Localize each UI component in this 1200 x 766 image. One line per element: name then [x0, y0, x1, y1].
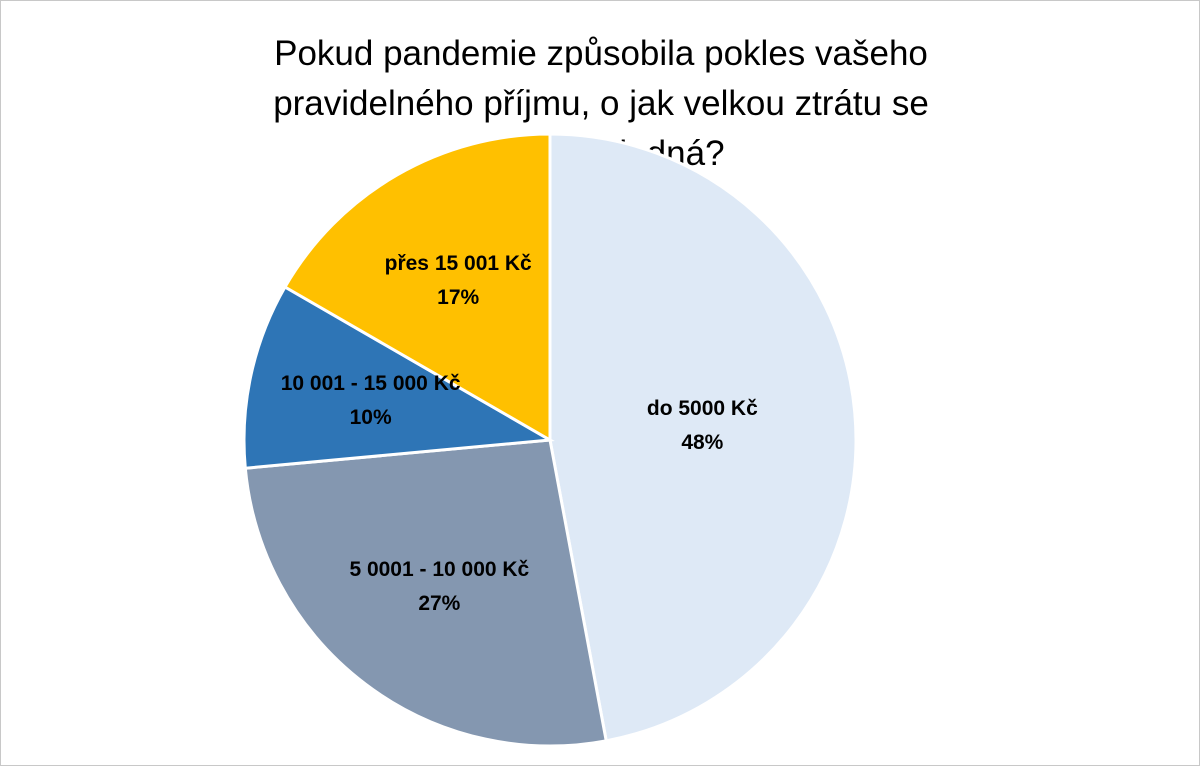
pie-slice	[548, 132, 858, 743]
category-label: přes 15 001 Kč	[384, 251, 532, 275]
pie-slice	[242, 284, 555, 470]
slice-label: do 5000 Kč 48%	[602, 392, 802, 460]
value-label: 48%	[681, 430, 724, 454]
category-label: 10 001 - 15 000 Kč	[280, 371, 461, 395]
value-label: 10%	[349, 405, 392, 429]
pie-slice	[243, 438, 608, 748]
slice-label: 5 0001 - 10 000 Kč 27%	[339, 553, 539, 621]
value-label: 17%	[437, 285, 480, 309]
slice-label: 10 001 - 15 000 Kč 10%	[251, 367, 491, 435]
value-label: 27%	[418, 591, 461, 615]
category-label: 5 0001 - 10 000 Kč	[349, 557, 530, 581]
category-label: do 5000 Kč	[646, 396, 758, 420]
pie-slice	[282, 132, 552, 443]
chart-title: Pokud pandemie způsobila pokles vašeho p…	[273, 34, 929, 173]
slice-label: přes 15 001 Kč 17%	[338, 247, 578, 315]
